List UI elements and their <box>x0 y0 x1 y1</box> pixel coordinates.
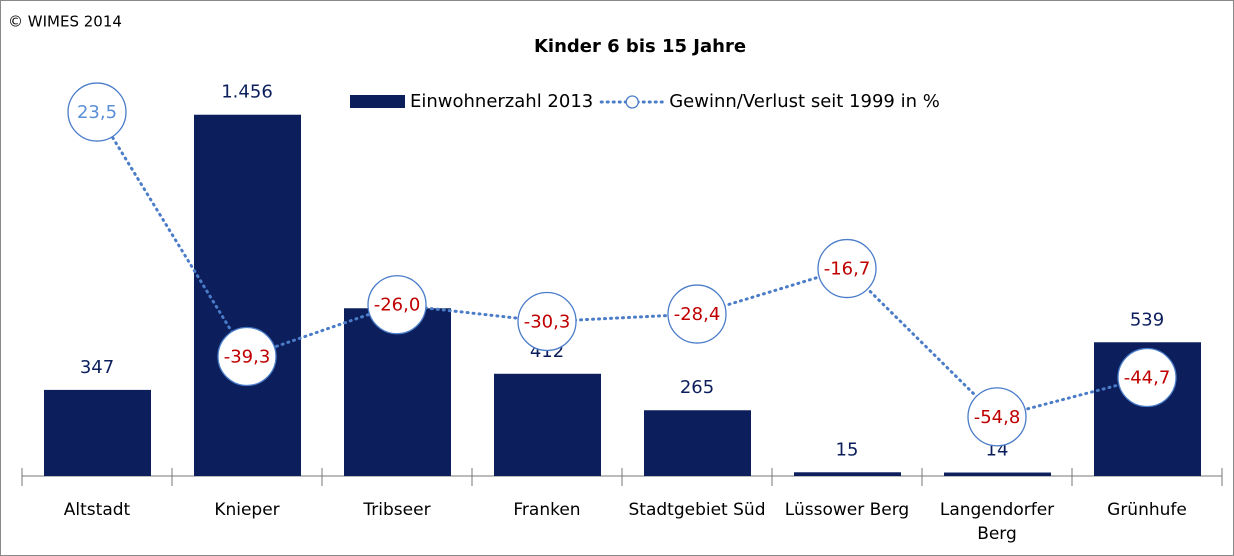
line-value-label: -54,8 <box>974 407 1021 428</box>
bar <box>794 472 901 476</box>
line-marker <box>967 387 1027 447</box>
x-tick-label: Grünhufe <box>1107 500 1187 520</box>
bar-value-label: 265 <box>680 377 714 398</box>
x-tick-label: Tribseer <box>362 500 430 520</box>
bar <box>494 373 601 476</box>
x-tick-label: Knieper <box>214 500 279 520</box>
legend-label: Einwohnerzahl 2013 <box>410 91 593 112</box>
x-tick-label: Stadtgebiet Süd <box>629 500 766 520</box>
line-marker <box>1117 347 1177 408</box>
x-tick-label: Lüssower Berg <box>785 500 909 520</box>
line-value-label: -28,4 <box>674 304 721 325</box>
copyright: © WIMES 2014 <box>8 13 122 31</box>
bar <box>44 389 151 476</box>
bar <box>344 308 451 476</box>
bar <box>944 472 1051 476</box>
line-value-label: -16,7 <box>824 259 871 280</box>
bar-value-label: 539 <box>1130 309 1164 330</box>
legend-marker <box>625 95 639 109</box>
chart-title: Kinder 6 bis 15 Jahre <box>534 36 746 57</box>
line-marker <box>817 238 877 299</box>
line-marker <box>667 284 727 344</box>
bar-value-label: 1.456 <box>221 82 273 103</box>
line-value-label: 23,5 <box>77 102 117 123</box>
line-value-label: -44,7 <box>1124 368 1171 389</box>
line-marker <box>517 291 577 352</box>
legend-swatch <box>350 95 405 108</box>
legend-label: Gewinn/Verlust seit 1999 in % <box>669 91 940 112</box>
bar-value-label: 15 <box>836 439 859 460</box>
line-marker <box>217 326 277 387</box>
line-marker <box>367 275 427 335</box>
x-tick-label: Franken <box>513 500 580 520</box>
bar <box>644 410 751 476</box>
line-value-label: -30,3 <box>524 311 571 332</box>
line-marker <box>67 82 127 142</box>
line-value-label: -26,0 <box>374 295 421 316</box>
bar <box>194 114 301 476</box>
line-value-label: -39,3 <box>224 347 271 368</box>
bar-value-label: 347 <box>80 357 114 378</box>
x-tick-label: Langendorfer Berg <box>940 500 1054 544</box>
x-tick-label: Altstadt <box>64 500 131 520</box>
